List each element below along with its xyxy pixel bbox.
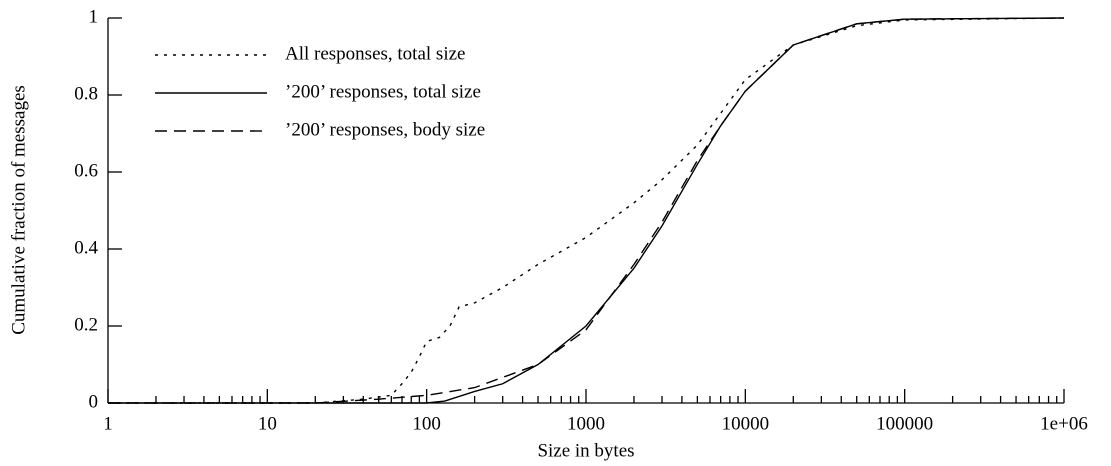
legend-label: ’200’ responses, total size [285, 81, 481, 102]
line [108, 17, 1065, 404]
x-tick-label: 10000 [722, 413, 770, 434]
y-axis-label: Cumulative fraction of messages [8, 85, 29, 335]
y-tick-label: 0.4 [74, 237, 98, 258]
y-tick-label: 0.2 [74, 314, 98, 335]
y-tick-label: 1 [89, 6, 99, 27]
y-tick-label: 0.8 [74, 83, 98, 104]
x-tick-label: 1 [103, 413, 113, 434]
y-tick-label: 0 [89, 391, 99, 412]
legend-label: ’200’ responses, body size [285, 119, 485, 140]
x-tick-label: 100 [412, 413, 441, 434]
x-tick-label: 1e+06 [1040, 413, 1088, 434]
x-tick-label: 100000 [876, 413, 933, 434]
x-tick-label: 10 [258, 413, 277, 434]
line [108, 17, 1065, 404]
x-axis-label: Size in bytes [537, 440, 634, 461]
y-tick-label: 0.6 [74, 160, 98, 181]
legend-label: All responses, total size [285, 43, 465, 64]
line [108, 17, 1065, 404]
x-tick-label: 1000 [567, 413, 605, 434]
